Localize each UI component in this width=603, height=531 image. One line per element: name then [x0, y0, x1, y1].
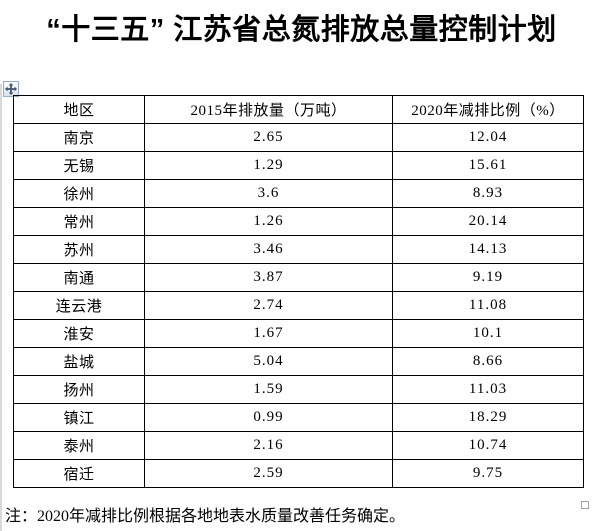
- emission-cell[interactable]: 1.26: [144, 207, 393, 236]
- region-cell[interactable]: 宿迁: [13, 459, 145, 488]
- table-body: 南京 2.65 12.04 无锡 1.29 15.61 徐州 3.6 8.93 常州 1.26 20.…: [13, 123, 584, 488]
- reduction-cell[interactable]: 9.75: [392, 459, 584, 488]
- table-row: 连云港 2.74 11.08: [13, 291, 584, 320]
- reduction-cell[interactable]: 8.66: [392, 347, 584, 376]
- emission-cell[interactable]: 1.67: [144, 319, 393, 348]
- reduction-cell[interactable]: 10.1: [392, 319, 584, 348]
- emission-cell[interactable]: 2.16: [144, 431, 393, 460]
- emission-control-table: 地区 2015年排放量（万吨） 2020年减排比例（%） 南京 2.65 12.04…: [13, 95, 584, 488]
- emission-cell[interactable]: 5.04: [144, 347, 393, 376]
- reduction-cell[interactable]: 12.04: [392, 123, 584, 152]
- reduction-cell[interactable]: 20.14: [392, 207, 584, 236]
- table-row: 南京 2.65 12.04: [13, 123, 584, 152]
- reduction-cell[interactable]: 10.74: [392, 431, 584, 460]
- table-row: 镇江 0.99 18.29: [13, 403, 584, 432]
- emission-cell[interactable]: 0.99: [144, 403, 393, 432]
- region-cell[interactable]: 镇江: [13, 403, 145, 432]
- region-cell[interactable]: 无锡: [13, 151, 145, 180]
- column-header-emission-2015[interactable]: 2015年排放量（万吨）: [144, 95, 393, 124]
- move-arrows-icon: [5, 83, 17, 95]
- table-row: 扬州 1.59 11.03: [13, 375, 584, 404]
- region-cell[interactable]: 常州: [13, 207, 145, 236]
- region-cell[interactable]: 苏州: [13, 235, 145, 264]
- emission-cell[interactable]: 3.6: [144, 179, 393, 208]
- emission-cell[interactable]: 3.87: [144, 263, 393, 292]
- region-cell[interactable]: 连云港: [13, 291, 145, 320]
- emission-cell[interactable]: 1.29: [144, 151, 393, 180]
- table-header-row: 地区 2015年排放量（万吨） 2020年减排比例（%）: [13, 95, 584, 124]
- emission-cell[interactable]: 2.65: [144, 123, 393, 152]
- region-cell[interactable]: 南京: [13, 123, 145, 152]
- table-row: 南通 3.87 9.19: [13, 263, 584, 292]
- region-cell[interactable]: 淮安: [13, 319, 145, 348]
- emission-cell[interactable]: 2.59: [144, 459, 393, 488]
- table-row: 盐城 5.04 8.66: [13, 347, 584, 376]
- emission-cell[interactable]: 1.59: [144, 375, 393, 404]
- table-row: 无锡 1.29 15.61: [13, 151, 584, 180]
- region-cell[interactable]: 泰州: [13, 431, 145, 460]
- reduction-cell[interactable]: 11.03: [392, 375, 584, 404]
- table-row: 徐州 3.6 8.93: [13, 179, 584, 208]
- table-row: 常州 1.26 20.14: [13, 207, 584, 236]
- pane-edge-divider: [0, 84, 2, 531]
- region-cell[interactable]: 盐城: [13, 347, 145, 376]
- table-resize-handle[interactable]: [581, 501, 589, 509]
- table-row: 泰州 2.16 10.74: [13, 431, 584, 460]
- reduction-cell[interactable]: 11.08: [392, 291, 584, 320]
- region-cell[interactable]: 扬州: [13, 375, 145, 404]
- emission-cell[interactable]: 2.74: [144, 291, 393, 320]
- footnote: 注：2020年减排比例根据各地地表水质量改善任务确定。: [5, 508, 406, 525]
- table-row: 宿迁 2.59 9.75: [13, 459, 584, 488]
- table-move-handle[interactable]: [3, 81, 19, 97]
- reduction-cell[interactable]: 15.61: [392, 151, 584, 180]
- reduction-cell[interactable]: 9.19: [392, 263, 584, 292]
- reduction-cell[interactable]: 8.93: [392, 179, 584, 208]
- region-cell[interactable]: 南通: [13, 263, 145, 292]
- table-row: 淮安 1.67 10.1: [13, 319, 584, 348]
- reduction-cell[interactable]: 18.29: [392, 403, 584, 432]
- reduction-cell[interactable]: 14.13: [392, 235, 584, 264]
- emission-cell[interactable]: 3.46: [144, 235, 393, 264]
- page-title: “十三五” 江苏省总氮排放总量控制计划: [46, 14, 557, 46]
- table-row: 苏州 3.46 14.13: [13, 235, 584, 264]
- region-cell[interactable]: 徐州: [13, 179, 145, 208]
- column-header-region[interactable]: 地区: [13, 95, 145, 124]
- column-header-reduction-2020[interactable]: 2020年减排比例（%）: [392, 95, 584, 124]
